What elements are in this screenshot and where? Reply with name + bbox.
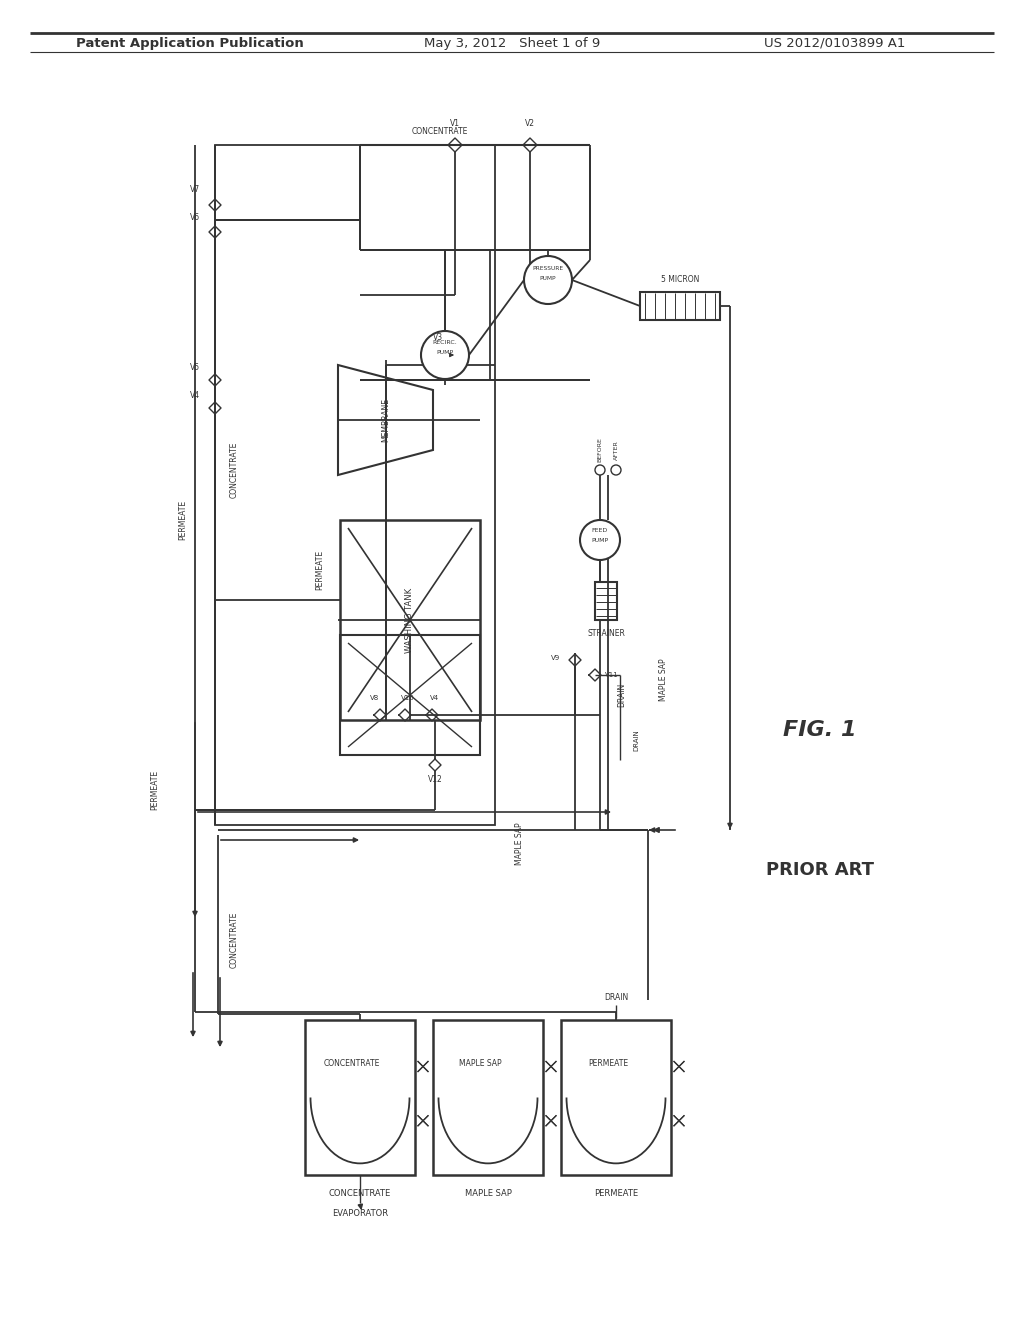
Bar — [561, 1020, 671, 1175]
Circle shape — [421, 331, 469, 379]
Text: CONCENTRATE: CONCENTRATE — [412, 127, 468, 136]
Bar — [305, 1020, 415, 1175]
Circle shape — [580, 520, 620, 560]
Text: 5 MICRON: 5 MICRON — [660, 276, 699, 285]
Text: V2: V2 — [525, 119, 535, 128]
Text: PRESSURE: PRESSURE — [532, 265, 563, 271]
Text: EVAPORATOR: EVAPORATOR — [332, 1209, 388, 1217]
Circle shape — [595, 465, 605, 475]
Text: V8: V8 — [371, 696, 380, 701]
Text: V12: V12 — [428, 776, 442, 784]
Text: RECIRC.: RECIRC. — [432, 341, 458, 346]
Bar — [433, 1020, 543, 1175]
Text: PERMEATE: PERMEATE — [151, 770, 160, 810]
Text: CONCENTRATE: CONCENTRATE — [229, 442, 239, 498]
Text: V11: V11 — [605, 672, 618, 678]
Text: CONCENTRATE: CONCENTRATE — [329, 1188, 391, 1197]
Text: CONCENTRATE: CONCENTRATE — [229, 912, 239, 968]
Text: BEFORE: BEFORE — [597, 437, 602, 462]
Text: V5: V5 — [189, 363, 200, 371]
Text: FIG. 1: FIG. 1 — [783, 719, 857, 741]
Text: US 2012/0103899 A1: US 2012/0103899 A1 — [764, 37, 905, 49]
Text: PERMEATE: PERMEATE — [315, 550, 325, 590]
Text: PERMEATE: PERMEATE — [178, 500, 187, 540]
Text: V9: V9 — [551, 655, 560, 661]
Text: AFTER: AFTER — [613, 440, 618, 459]
Text: PUMP: PUMP — [436, 351, 454, 355]
Text: Patent Application Publication: Patent Application Publication — [76, 37, 304, 49]
Text: V3: V3 — [433, 333, 443, 342]
Circle shape — [524, 256, 572, 304]
Text: DRAIN: DRAIN — [604, 994, 628, 1002]
Text: FEED: FEED — [592, 528, 608, 533]
Text: V4: V4 — [189, 391, 200, 400]
Circle shape — [611, 465, 621, 475]
Bar — [340, 520, 480, 719]
Text: MAPLE SAP: MAPLE SAP — [459, 1059, 502, 1068]
Text: PUMP: PUMP — [540, 276, 556, 281]
Text: MAPLE SAP: MAPLE SAP — [658, 659, 668, 701]
Text: V1: V1 — [450, 119, 460, 128]
Text: PERMEATE: PERMEATE — [594, 1188, 638, 1197]
Text: May 3, 2012   Sheet 1 of 9: May 3, 2012 Sheet 1 of 9 — [424, 37, 600, 49]
Text: PRIOR ART: PRIOR ART — [766, 861, 874, 879]
Polygon shape — [338, 366, 433, 475]
Text: MEMBRANE: MEMBRANE — [382, 399, 390, 442]
Text: MAPLE SAP: MAPLE SAP — [465, 1188, 511, 1197]
Text: DRAIN: DRAIN — [633, 729, 639, 751]
Text: PUMP: PUMP — [592, 539, 608, 544]
Text: WASHING TANK: WASHING TANK — [406, 587, 415, 652]
Bar — [215, 145, 495, 825]
Bar — [340, 635, 480, 755]
Text: V4: V4 — [430, 696, 439, 701]
Text: STRAINER: STRAINER — [587, 630, 625, 639]
Text: DRAIN: DRAIN — [617, 682, 626, 708]
Bar — [595, 582, 617, 620]
Text: MAPLE SAP: MAPLE SAP — [515, 822, 524, 866]
Bar — [640, 292, 720, 319]
Text: PERMEATE: PERMEATE — [588, 1059, 628, 1068]
Text: V7: V7 — [189, 186, 200, 194]
Text: CONCENTRATE: CONCENTRATE — [324, 1059, 380, 1068]
Text: V6: V6 — [189, 213, 200, 222]
Text: V10: V10 — [401, 696, 415, 701]
